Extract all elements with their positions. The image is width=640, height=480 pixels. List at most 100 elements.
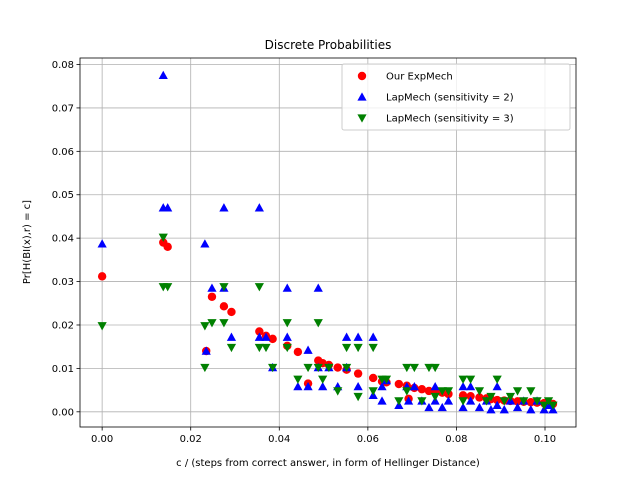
legend-marker: [357, 92, 367, 101]
x-axis-label: c / (steps from correct answer, in form …: [176, 458, 480, 469]
x-axis-ticks: 0.00 0.02 0.04 0.06 0.08 0.10: [91, 427, 556, 445]
data-point: [313, 363, 323, 373]
data-point: [512, 402, 523, 412]
data-point: [543, 397, 554, 406]
data-point: [526, 387, 536, 396]
x-tick-label: 0.08: [445, 434, 467, 445]
data-point: [474, 387, 485, 396]
data-point: [268, 363, 278, 373]
data-point: [163, 242, 172, 252]
data-point: [226, 343, 237, 353]
data-point: [458, 402, 468, 412]
x-tick-label: 0.04: [268, 434, 290, 445]
data-point: [466, 382, 476, 391]
data-point: [282, 319, 292, 328]
data-point: [293, 347, 303, 357]
data-point: [377, 396, 387, 405]
y-tick-label: 0.07: [52, 103, 74, 114]
data-point: [293, 375, 303, 384]
data-point: [254, 283, 264, 292]
data-point: [492, 382, 502, 391]
data-point: [353, 343, 363, 353]
data-point: [430, 363, 440, 373]
data-point: [163, 203, 173, 212]
data-point: [207, 283, 217, 292]
data-point: [293, 382, 303, 391]
data-point: [158, 70, 168, 80]
y-tick-label: 0.05: [52, 190, 74, 201]
data-point: [200, 322, 210, 331]
data-point: [261, 343, 271, 353]
data-point: [219, 302, 229, 311]
data-point: [353, 332, 363, 341]
data-point: [201, 346, 211, 355]
data-point: [437, 387, 447, 396]
data-point: [353, 392, 363, 402]
legend-marker: [357, 71, 367, 81]
data-point: [368, 332, 378, 341]
data-point: [519, 397, 529, 406]
data-point: [303, 345, 313, 354]
data-point: [303, 363, 313, 373]
data-point: [492, 400, 502, 409]
data-point: [163, 283, 173, 292]
data-point: [268, 334, 277, 344]
data-point: [200, 363, 210, 373]
data-point: [254, 332, 264, 341]
data-point: [492, 375, 502, 384]
data-point: [97, 239, 107, 248]
data-point: [466, 375, 476, 384]
data-point: [402, 387, 412, 396]
y-tick-label: 0.03: [52, 277, 74, 288]
y-tick-label: 0.06: [52, 147, 74, 158]
data-point: [368, 343, 378, 353]
data-point: [342, 343, 352, 353]
data-point: [424, 402, 434, 412]
data-point: [219, 203, 229, 212]
data-point: [458, 375, 468, 384]
data-point: [430, 382, 440, 391]
data-point: [505, 392, 516, 402]
data-point: [377, 382, 387, 391]
y-tick-label: 0.08: [52, 60, 74, 71]
data-point: [466, 396, 476, 405]
data-point: [207, 319, 217, 328]
data-point: [342, 332, 352, 341]
data-point: [430, 392, 440, 402]
data-point: [342, 363, 352, 373]
data-point: [303, 382, 313, 391]
series-triangle-down: [97, 233, 558, 410]
data-point: [226, 332, 237, 341]
data-point: [381, 375, 392, 384]
x-tick-label: 0.06: [357, 434, 379, 445]
data-point: [409, 382, 419, 391]
data-point: [402, 363, 412, 373]
data-point: [486, 405, 496, 414]
data-point: [219, 319, 229, 328]
y-axis-label: Pr[H(BI(x),r) = c]: [22, 200, 33, 284]
data-point: [443, 396, 454, 405]
data-point: [254, 343, 264, 353]
data-point: [512, 387, 523, 396]
data-point: [207, 292, 217, 301]
data-point: [499, 405, 509, 414]
y-axis-ticks: 0.00 0.01 0.02 0.03 0.04 0.05 0.06 0.07 0.08: [52, 60, 80, 418]
data-point: [324, 363, 334, 373]
data-point: [282, 283, 292, 292]
data-points: [97, 70, 558, 414]
data-point: [492, 395, 502, 405]
data-point: [158, 233, 168, 242]
legend-label: LapMech (sensitivity = 2): [386, 93, 514, 104]
data-point: [481, 397, 492, 406]
data-point: [513, 397, 522, 406]
data-point: [417, 385, 427, 394]
data-point: [404, 396, 414, 405]
data-point: [97, 322, 107, 331]
data-point: [417, 397, 427, 406]
data-point: [227, 307, 236, 317]
data-point: [353, 382, 363, 391]
legend-label: LapMech (sensitivity = 3): [386, 114, 514, 125]
legend-label: Our ExpMech: [386, 72, 453, 83]
data-point: [475, 393, 484, 402]
